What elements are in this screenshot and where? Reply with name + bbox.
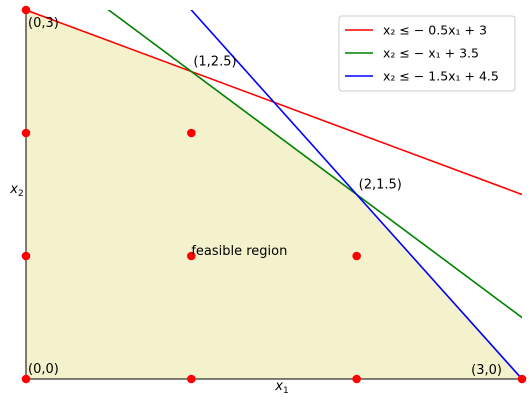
integer-point (517, 374, 527, 384)
y-axis-label: x2 (9, 182, 23, 199)
vertex-label: (0,3) (28, 16, 59, 31)
integer-point (21, 251, 31, 261)
feasible-region-fill (26, 10, 522, 379)
legend-entry: x₂ ≤ − 0.5x₁ + 3 (383, 23, 487, 38)
x-axis-label: x1 (274, 379, 288, 396)
legend-box (338, 15, 516, 92)
integer-point (21, 5, 31, 15)
integer-point (21, 128, 31, 138)
integer-point (352, 374, 361, 384)
integer-point (352, 251, 361, 261)
vertex-label: (1,2.5) (193, 55, 236, 70)
integer-point (187, 128, 196, 138)
legend-entry: x₂ ≤ − 1.5x₁ + 4.5 (383, 69, 499, 84)
legend-entry: x₂ ≤ − x₁ + 3.5 (383, 46, 479, 61)
integer-point (187, 374, 196, 384)
feasible-region-label: feasible region (191, 244, 287, 259)
integer-point (21, 374, 31, 384)
vertex-label: (3,0) (471, 363, 502, 378)
vertex-label: (2,1.5) (359, 178, 402, 193)
integer-point (187, 251, 196, 261)
vertex-label: (0,0) (28, 362, 59, 377)
